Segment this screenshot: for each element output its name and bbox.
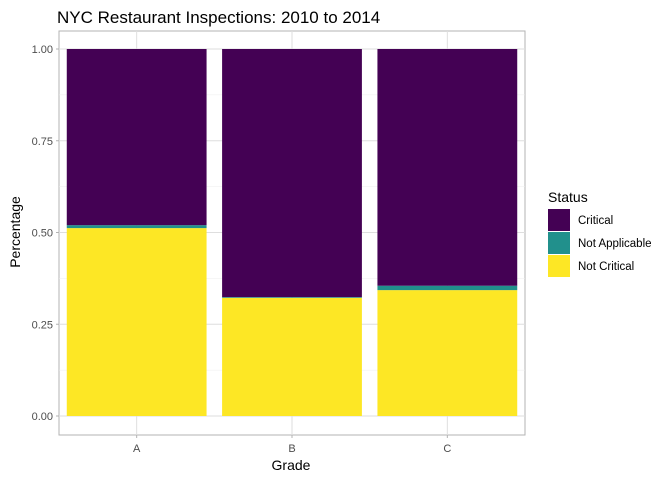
legend-label: Not Applicable — [578, 238, 652, 250]
y-axis-title: Percentage — [7, 196, 23, 268]
bar-c-not-critical — [377, 290, 518, 416]
plot-area: 0.00 0.25 0.50 0.75 1.00 A B C — [32, 30, 526, 455]
legend-label: Critical — [578, 215, 613, 227]
legend: Status Critical Not Applicable Not Critica… — [548, 189, 652, 277]
x-tick-label: B — [288, 443, 295, 455]
y-tick-label: 1.00 — [32, 44, 53, 56]
bar-a-not-critical — [66, 228, 207, 416]
legend-key — [548, 232, 570, 254]
bar-a-critical — [66, 49, 207, 226]
chart-title: NYC Restaurant Inspections: 2010 to 2014 — [57, 8, 380, 27]
y-tick-label: 0.75 — [32, 136, 53, 148]
legend-title: Status — [548, 189, 588, 205]
legend-label: Not Critical — [578, 261, 634, 273]
x-tick-label: A — [133, 443, 141, 455]
bar-b-critical — [222, 49, 362, 298]
bar-c-critical — [377, 49, 518, 286]
x-axis-title: Grade — [272, 457, 311, 473]
y-tick-label: 0.50 — [32, 228, 53, 240]
x-tick-label: C — [443, 443, 451, 455]
bar-a-not-applicable — [66, 225, 207, 229]
y-tick-label: 0.25 — [32, 319, 53, 331]
legend-key — [548, 209, 570, 231]
y-tick-label: 0.00 — [32, 411, 53, 423]
bar-b-not-applicable — [222, 297, 362, 298]
bar-b-not-critical — [222, 297, 362, 416]
legend-key — [548, 255, 570, 277]
bar-c-not-applicable — [377, 285, 518, 291]
